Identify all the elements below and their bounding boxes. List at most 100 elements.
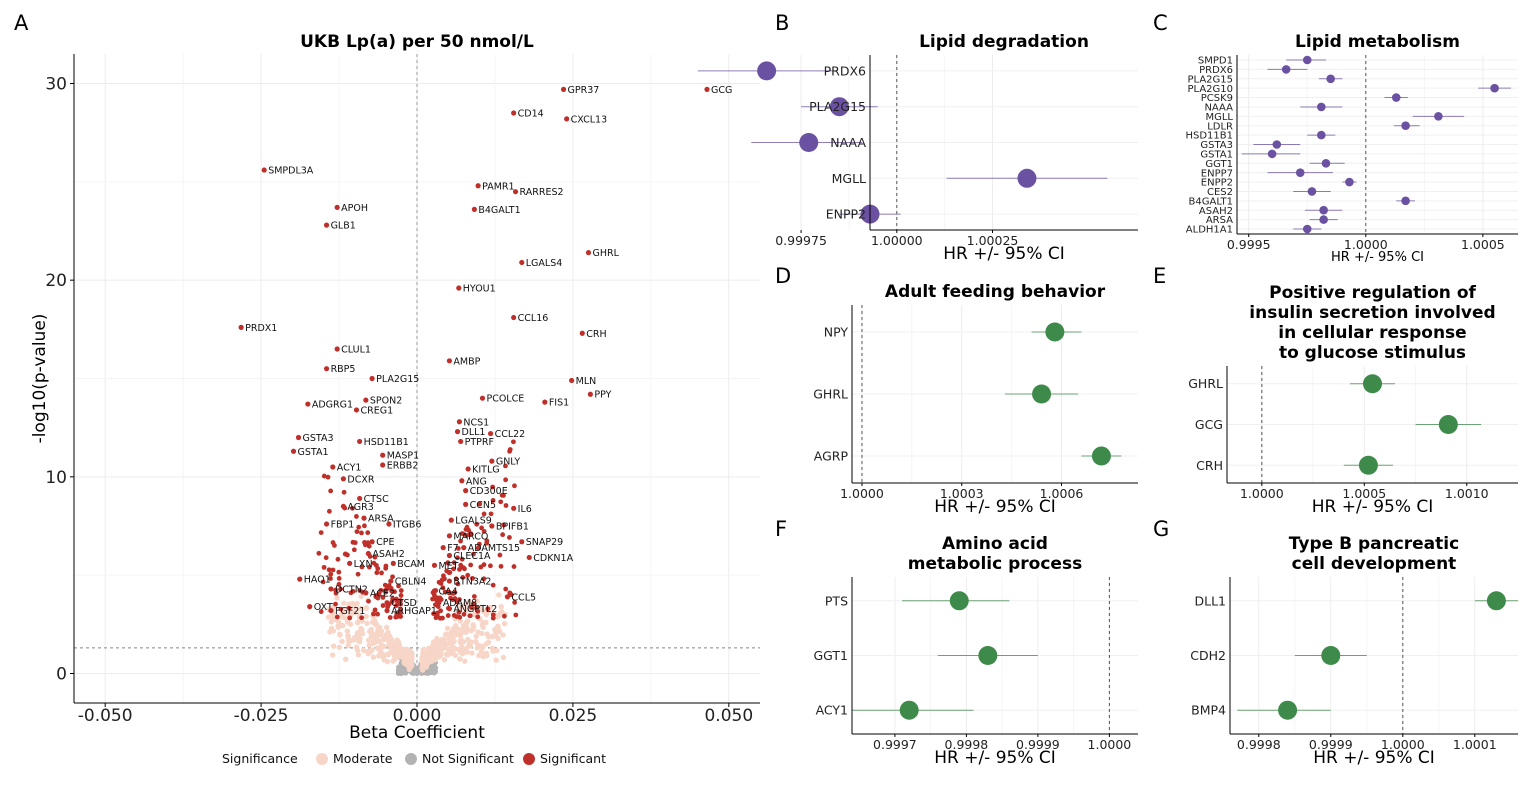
legend-marker-moderate xyxy=(316,753,328,765)
forest-row-label-cdh2: CDH2 xyxy=(1190,648,1226,663)
volcano-point-moderate xyxy=(364,620,370,626)
volcano-point-asah2 xyxy=(365,550,371,557)
volcano-point-b4galt1 xyxy=(471,206,477,212)
forest-point-pla2g10 xyxy=(1490,83,1499,93)
panel-letter-g: G xyxy=(1153,517,1169,541)
forest-point-asah2 xyxy=(1319,205,1328,215)
legend-label-moderate: Moderate xyxy=(333,751,393,766)
volcano-point-significant xyxy=(356,524,362,530)
forest-x-tick-label: 1.0000 xyxy=(1344,237,1388,252)
volcano-point-cd14 xyxy=(511,110,517,116)
volcano-point-marco xyxy=(446,533,453,539)
volcano-label-ccn5: CCN5 xyxy=(470,500,496,511)
volcano-point-significant xyxy=(325,474,331,480)
forest-point-pcsk9 xyxy=(1391,93,1401,102)
forest-x-axis-title-g: HR +/- 95% CI xyxy=(1313,748,1435,768)
volcano-label-ca4: CA4 xyxy=(438,586,457,597)
volcano-point-moderate xyxy=(483,611,490,618)
volcano-point-significant xyxy=(481,576,487,582)
volcano-point-not-significant xyxy=(428,667,434,673)
volcano-point-moderate xyxy=(345,632,351,639)
forest-row-label-ces2: CES2 xyxy=(1207,187,1233,198)
volcano-point-significant xyxy=(481,528,487,534)
forest-x-tick-label: 0.9999 xyxy=(1309,737,1353,752)
volcano-point-significant xyxy=(336,576,342,581)
volcano-point-significant xyxy=(328,571,334,577)
volcano-point-oxt xyxy=(307,604,313,610)
volcano-point-moderate xyxy=(391,652,398,659)
forest-row-label-agrp: AGRP xyxy=(814,449,849,464)
forest-row-label-acy1: ACY1 xyxy=(816,703,848,718)
volcano-label-gsta3: GSTA3 xyxy=(303,433,334,444)
volcano-label-hao1: HAO1 xyxy=(304,575,331,586)
volcano-point-rarres2 xyxy=(512,189,519,195)
volcano-point-not-significant xyxy=(432,665,439,671)
legend-title: Significance xyxy=(222,751,298,766)
volcano-point-significant xyxy=(333,601,338,607)
volcano-point-moderate xyxy=(457,656,463,662)
volcano-point-moderate xyxy=(395,646,401,652)
volcano-point-significant xyxy=(398,593,404,598)
volcano-point-clul1 xyxy=(334,346,340,352)
volcano-point-rbp5 xyxy=(323,366,330,372)
volcano-point-significant xyxy=(347,615,353,621)
volcano-title: UKB Lp(a) per 50 nmol/L xyxy=(300,32,534,52)
volcano-point-significant xyxy=(372,607,378,613)
volcano-label-mln: MLN xyxy=(576,376,597,387)
volcano-point-moderate xyxy=(330,643,337,649)
volcano-label-cxcl13: CXCL13 xyxy=(571,114,607,125)
volcano-point-ccn5 xyxy=(463,501,469,507)
volcano-point-significant xyxy=(508,592,514,598)
forest-row-label-prdx6: PRDX6 xyxy=(824,63,866,78)
volcano-point-significant xyxy=(456,609,462,615)
volcano-point-moderate xyxy=(470,622,476,628)
volcano-point-moderate xyxy=(466,598,472,605)
volcano-point-cdkn1a xyxy=(526,554,532,561)
volcano-point-significant xyxy=(512,600,518,605)
volcano-point-moderate xyxy=(491,633,497,639)
volcano-point-significant xyxy=(501,522,507,528)
volcano-point-significant xyxy=(484,538,490,544)
volcano-point-moderate xyxy=(355,652,362,658)
volcano-label-acy1: ACY1 xyxy=(337,463,362,474)
volcano-label-masp1: MASP1 xyxy=(387,451,420,462)
volcano-label-hyou1: HYOU1 xyxy=(463,284,496,295)
volcano-point-moderate xyxy=(335,624,341,630)
forest-row-label-asah2: ASAH2 xyxy=(1199,206,1233,217)
volcano-point-moderate xyxy=(478,643,485,649)
forest-point-npy xyxy=(1045,322,1065,342)
volcano-point-not-significant xyxy=(397,664,403,671)
volcano-point-significant xyxy=(464,524,470,530)
volcano-point-significant xyxy=(380,595,386,600)
volcano-point-significant xyxy=(316,550,322,556)
volcano-point-significant xyxy=(326,567,332,573)
volcano-label-gcg: GCG xyxy=(711,85,732,96)
volcano-point-ace2 xyxy=(363,590,369,596)
volcano-point-significant xyxy=(452,590,458,595)
forest-point-arsa xyxy=(1319,215,1328,224)
volcano-point-moderate xyxy=(441,657,448,663)
volcano-point-significant xyxy=(330,540,336,545)
volcano-point-cpe xyxy=(369,539,375,545)
volcano-point-moderate xyxy=(390,658,396,664)
forest-x-tick-label: 1.0010 xyxy=(1445,486,1489,501)
volcano-point-moderate xyxy=(336,644,343,651)
volcano-point-significant xyxy=(465,572,471,578)
volcano-point-significant xyxy=(341,489,347,495)
volcano-point-angptl2 xyxy=(446,606,453,612)
volcano-point-significant xyxy=(318,530,324,535)
volcano-point-moderate xyxy=(498,604,504,610)
volcano-point-moderate xyxy=(473,638,479,645)
volcano-point-moderate xyxy=(347,621,354,627)
volcano-point-moderate xyxy=(383,624,390,631)
volcano-point-itgb6 xyxy=(386,521,392,527)
volcano-y-tick-label: 0 xyxy=(56,665,67,685)
volcano-point-moderate xyxy=(328,619,335,625)
panel-letter-a: A xyxy=(14,11,29,35)
volcano-point-moderate xyxy=(344,628,351,634)
forest-x-tick-label: 1.0003 xyxy=(940,486,984,501)
volcano-point-ghrl xyxy=(585,250,592,256)
volcano-label-pcolce: PCOLCE xyxy=(486,394,524,405)
volcano-point-moderate xyxy=(447,646,454,653)
forest-row-label-gsta1: GSTA1 xyxy=(1200,149,1233,160)
